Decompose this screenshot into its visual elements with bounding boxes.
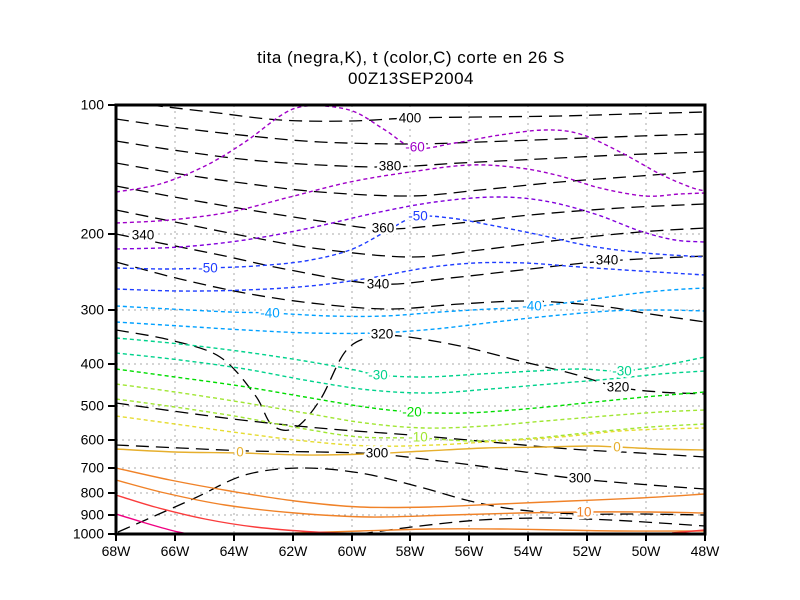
- contour-label: 320: [607, 380, 630, 395]
- contour-label: 300: [366, 446, 389, 461]
- x-axis-tick-label: 52W: [573, 543, 603, 559]
- contour-label: -40: [260, 306, 280, 321]
- contour-t--55: [116, 196, 705, 250]
- contour-label: -40: [522, 299, 542, 314]
- y-axis-tick-label: 800: [81, 485, 105, 501]
- contour-label: 380: [379, 159, 402, 174]
- contour-t-20: [116, 494, 376, 534]
- contour-label: 0: [236, 445, 244, 460]
- contour-t--55: [116, 164, 705, 224]
- y-axis-tick-label: 900: [81, 507, 105, 523]
- x-axis-tick-label: 64W: [220, 543, 250, 559]
- y-axis-tick-label: 300: [81, 302, 105, 318]
- contour-label: 300: [569, 471, 592, 486]
- y-axis-tick-label: 500: [81, 398, 105, 414]
- x-axis-tick-label: 62W: [279, 543, 309, 559]
- contour-theta-360: [116, 185, 705, 230]
- x-axis-tick-label: 58W: [396, 543, 426, 559]
- contour-theta-320: [116, 329, 705, 431]
- contour-t--30: [116, 337, 705, 378]
- contour-theta-390: [116, 118, 705, 145]
- contour-labels: 400 380 360 340 340 340 320 320 300 300 -60 -50 -50 -…: [129, 108, 634, 522]
- contour-lines: [116, 105, 705, 534]
- contour-t--10: [116, 398, 705, 442]
- contour-theta-400: [149, 105, 705, 122]
- y-axis-tick-label: 200: [81, 226, 105, 242]
- contour-label: -30: [612, 364, 632, 379]
- y-axis-tick-label: 100: [81, 97, 105, 113]
- y-axis-tick-label: 600: [81, 432, 105, 448]
- y-axis-tick-label: 400: [81, 356, 105, 372]
- contour-t--5: [116, 415, 705, 447]
- contour-theta-370: [116, 162, 705, 197]
- contour-t--35: [116, 309, 705, 335]
- contour-t-15: [294, 528, 705, 534]
- contour-label: -10: [408, 430, 428, 445]
- contour-theta-350: [116, 209, 705, 258]
- x-axis-tick-label: 54W: [514, 543, 544, 559]
- contour-theta-290: [117, 467, 705, 533]
- contour-label: -30: [368, 368, 388, 383]
- x-axis-tick-label: 68W: [102, 543, 132, 559]
- x-axis-tick-label: 66W: [161, 543, 191, 559]
- x-axis-tick-label: 60W: [338, 543, 368, 559]
- contour-theta-300: [116, 444, 705, 490]
- contour-label: 360: [372, 221, 395, 236]
- contour-t-25: [116, 513, 189, 534]
- contour-label: -50: [408, 209, 428, 224]
- grid-lines: [116, 105, 705, 534]
- contour-label: 0: [613, 440, 621, 455]
- plot-frame: [114, 103, 707, 536]
- contour-theta-310: [116, 402, 705, 458]
- contour-t-10: [116, 479, 705, 518]
- contour-label: 340: [596, 253, 619, 268]
- contour-t-5: [116, 467, 705, 509]
- contour-label: 340: [132, 228, 155, 243]
- contour-theta-280: [359, 517, 705, 534]
- contour-label: -50: [198, 261, 218, 276]
- y-axis-tick-label: 700: [81, 460, 105, 476]
- contour-theta-340: [116, 233, 705, 285]
- contour-label: 320: [371, 327, 394, 342]
- contour-theta-380: [116, 140, 705, 168]
- y-axis-tick-label: 1000: [73, 526, 104, 542]
- contour-t--15: [116, 383, 705, 429]
- contour-label: 340: [367, 277, 390, 292]
- contour-label: -20: [402, 405, 422, 420]
- contour-t--45: [116, 261, 705, 292]
- x-axis-tick-label: 56W: [455, 543, 485, 559]
- contour-t--60: [116, 105, 705, 193]
- contour-label: 400: [399, 111, 422, 126]
- contour-theta-330: [116, 261, 705, 323]
- contour-t--40: [116, 287, 705, 318]
- contour-t-0: [116, 445, 705, 456]
- x-axis-tick-label: 48W: [691, 543, 721, 559]
- x-axis-tick-label: 50W: [632, 543, 662, 559]
- contour-label: 10: [576, 505, 591, 520]
- contour-label: -60: [405, 140, 425, 155]
